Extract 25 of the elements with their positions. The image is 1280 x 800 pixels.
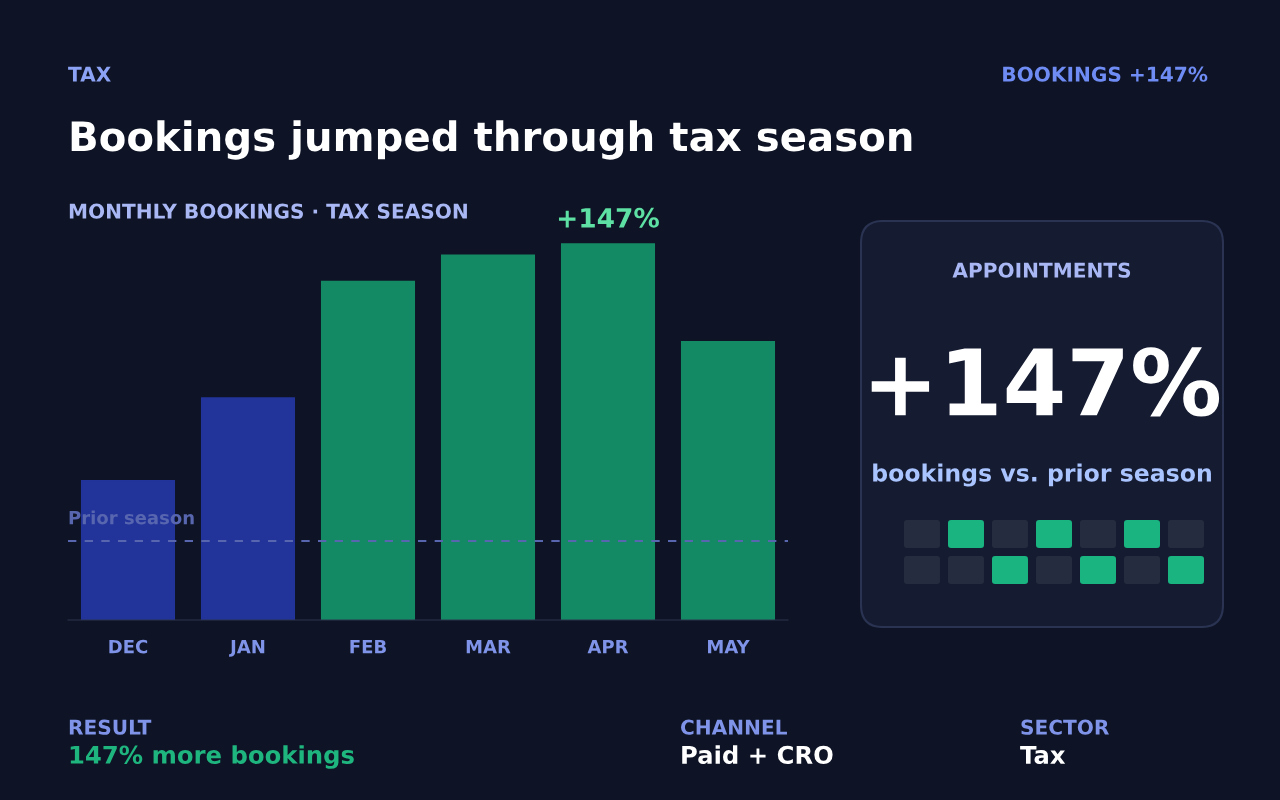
bar xyxy=(320,280,416,620)
chart-title: Bookings jumped through tax season xyxy=(71,120,912,160)
text: BOOKINGS +147% xyxy=(1003,66,1208,82)
text: TAX xyxy=(68,66,111,82)
x-tick-label: MAY xyxy=(708,640,750,654)
chart-subtitle: MONTHLY BOOKINGS · TAX SEASON xyxy=(69,203,467,219)
text: SECTOR xyxy=(1021,719,1109,735)
text: 147% more bookings xyxy=(70,745,354,769)
text: RESULT xyxy=(69,719,152,735)
bar xyxy=(680,340,776,620)
x-tick-label: FEB xyxy=(350,640,386,654)
annotation: +147% xyxy=(558,207,659,228)
text: CHANNEL xyxy=(681,719,787,735)
bar xyxy=(560,243,656,620)
x-tick-label: DEC xyxy=(109,639,148,654)
text: Paid + CRO xyxy=(682,745,833,765)
text: +147% xyxy=(871,347,1220,417)
bar xyxy=(440,254,536,620)
x-tick-label: MAR xyxy=(466,640,511,654)
bar xyxy=(200,397,296,620)
text: Tax xyxy=(1020,745,1066,765)
text: APPOINTMENTS xyxy=(952,262,1131,278)
x-tick-label: APR xyxy=(587,640,629,654)
x-tick-label: JAN xyxy=(229,640,265,657)
text: bookings vs. prior season xyxy=(873,463,1211,487)
